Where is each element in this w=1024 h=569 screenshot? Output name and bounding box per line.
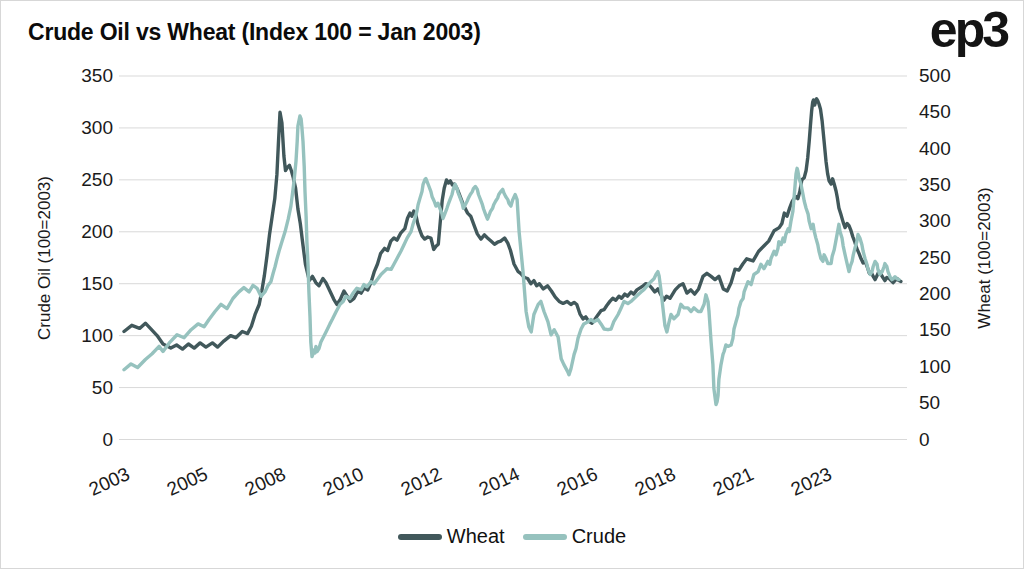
left-axis-tick: 300 [51,117,113,139]
left-axis-tick: 150 [51,273,113,295]
left-axis-title: Crude Oil (100=2003) [35,176,55,340]
left-axis-tick: 0 [51,429,113,451]
ep3-logo: ep3 [930,3,1007,58]
right-axis-tick: 0 [919,429,981,451]
legend-item-wheat: Wheat [398,525,505,548]
chart-canvas: Crude Oil vs Wheat (Index 100 = Jan 2003… [0,0,1024,569]
left-axis-tick: 200 [51,221,113,243]
wheat-line [124,99,901,349]
right-axis-tick: 450 [919,101,981,123]
legend-label-crude: Crude [572,525,626,548]
right-axis-tick: 500 [919,65,981,87]
legend-item-crude: Crude [523,525,626,548]
legend-label-wheat: Wheat [447,525,505,548]
right-axis-tick: 400 [919,138,981,160]
right-axis-tick: 200 [919,283,981,305]
right-axis-tick: 100 [919,356,981,378]
left-axis-tick: 50 [51,377,113,399]
right-axis-title: Wheat (100=2003) [975,187,995,328]
left-axis-tick: 250 [51,169,113,191]
left-axis-tick: 100 [51,325,113,347]
right-axis-tick: 300 [919,210,981,232]
series-lines [124,99,901,405]
wheat-line-swatch [398,534,442,540]
right-axis-tick: 350 [919,174,981,196]
right-axis-tick: 150 [919,319,981,341]
right-axis-tick: 250 [919,247,981,269]
legend: Wheat Crude [1,525,1023,548]
crude-line-swatch [523,534,567,540]
left-axis-tick: 350 [51,65,113,87]
right-axis-tick: 50 [919,392,981,414]
